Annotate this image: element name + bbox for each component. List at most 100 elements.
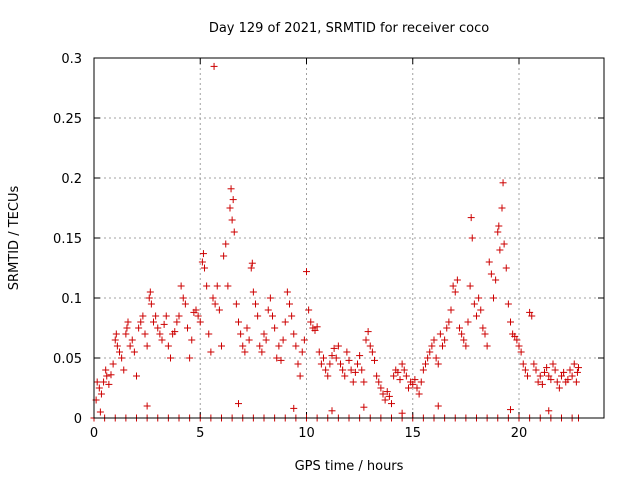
data-point [532,366,540,374]
data-point [107,371,115,379]
data-point [177,282,185,290]
data-point [164,342,172,350]
data-point [526,308,534,316]
grid [94,58,604,418]
data-point [551,366,559,374]
data-point [434,360,442,368]
data-point [154,324,162,332]
data-point [409,380,417,388]
data-point [373,372,381,380]
data-point [324,372,332,380]
data-point [258,348,266,356]
y-tick-label: 0.1 [61,292,82,307]
data-point [470,300,478,308]
data-point [566,366,574,374]
data-point [356,352,364,360]
data-point [264,306,272,314]
data-point [290,404,298,412]
data-point [402,372,410,380]
data-point [572,378,580,386]
data-point [173,318,181,326]
data-point [362,336,370,344]
data-point [541,368,548,376]
data-point [266,294,274,302]
data-point [487,270,495,278]
data-point [113,342,121,350]
data-point [366,342,374,350]
data-point [109,360,117,368]
data-point [143,342,151,350]
data-point [199,250,207,258]
data-point [283,288,291,296]
data-point [286,300,293,308]
data-point [320,354,327,362]
data-point [192,306,200,314]
data-point [345,356,353,364]
data-point [445,318,453,326]
data-point [245,336,253,344]
x-tick-label: 5 [196,426,204,441]
data-point [102,366,110,374]
data-point [570,360,578,368]
data-point [184,324,191,332]
data-point [248,259,256,267]
data-point [504,300,512,308]
data-point [239,342,247,350]
data-point [249,288,257,296]
data-point [201,264,208,272]
data-point [495,222,503,230]
data-point [300,336,308,344]
data-point [235,318,242,326]
data-point [490,294,497,302]
data-point [334,342,342,350]
data-point [458,330,466,338]
data-point [368,348,376,356]
data-point [451,288,459,296]
plot-frame [93,57,605,419]
data-point [521,366,529,374]
data-point [398,360,406,368]
data-point [415,390,423,398]
data-point [519,360,527,368]
data-point [439,342,446,350]
data-point [256,342,264,350]
data-point [377,384,385,392]
data-point [460,336,468,344]
x-axis-ticks: 0 5 10 15 20 [90,58,527,441]
data-point [124,318,132,326]
data-point [462,342,470,350]
data-point [128,336,136,344]
data-point [213,282,221,290]
data-point [281,318,289,326]
data-point [175,312,183,320]
data-point [543,364,551,372]
data-point [468,234,476,242]
data-point [146,288,154,296]
data-point [394,368,402,376]
data-point [152,312,160,320]
data-point [224,282,232,290]
data-point [317,360,325,368]
data-point [96,408,104,416]
data-point [545,372,553,380]
data-point [328,352,336,360]
data-point [413,384,421,392]
data-point [196,318,204,326]
data-point [315,348,323,356]
data-point [432,354,440,362]
data-point [517,348,525,356]
data-point [383,388,391,396]
data-point [222,240,230,248]
data-point [171,328,179,336]
data-point [294,360,302,368]
data-point [322,366,330,374]
data-point [93,378,101,386]
data-point [477,306,485,314]
data-points [90,62,582,422]
data-point [292,342,300,350]
data-point [105,380,113,388]
data-point [247,264,255,272]
data-point [235,400,242,408]
data-point [112,330,120,338]
